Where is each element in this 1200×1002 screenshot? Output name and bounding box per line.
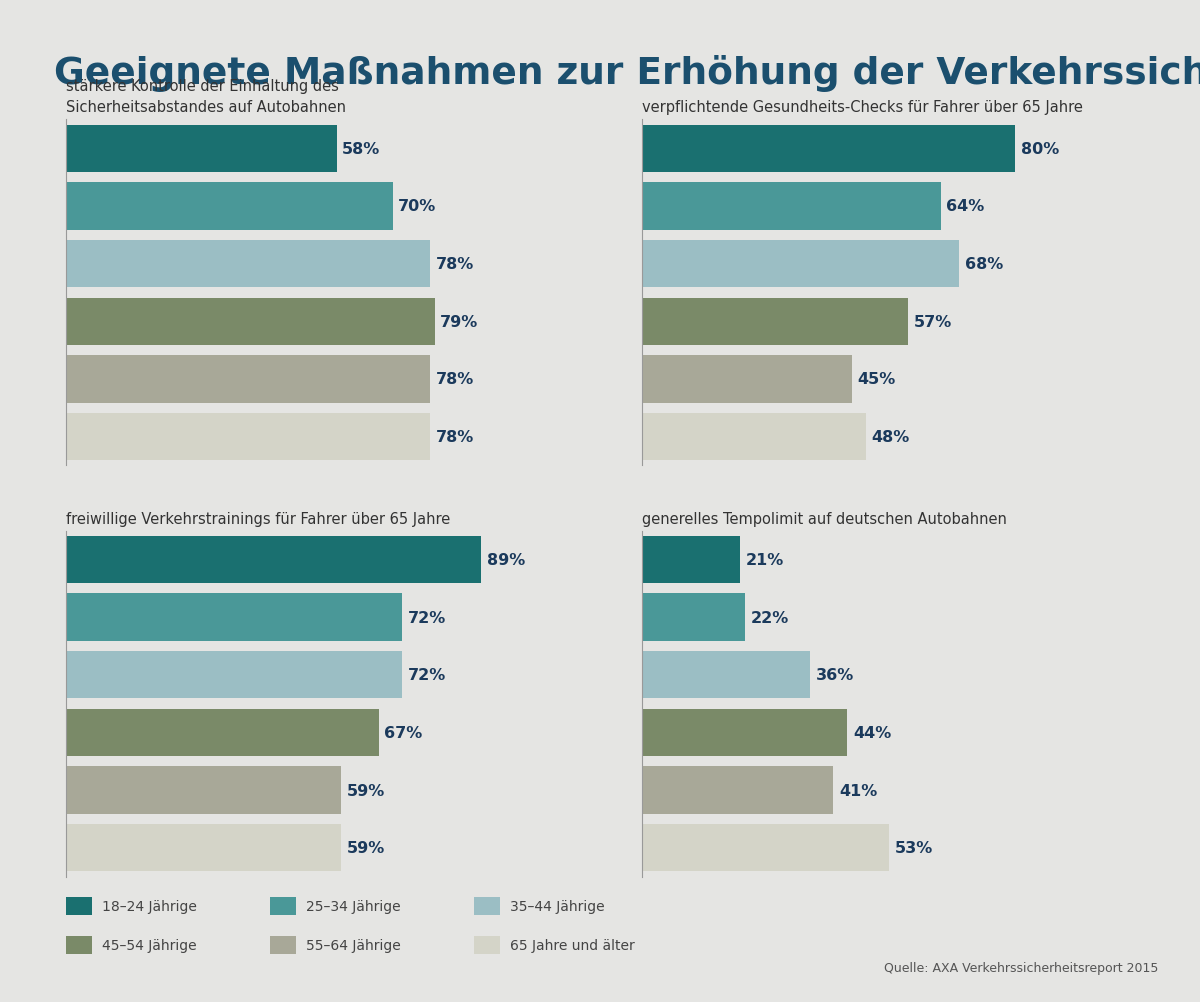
Bar xyxy=(66,767,341,814)
Text: 78%: 78% xyxy=(436,372,474,387)
Bar xyxy=(642,240,959,288)
Bar xyxy=(642,709,847,757)
Text: 45–54 Jährige: 45–54 Jährige xyxy=(102,938,197,952)
Bar xyxy=(66,825,341,872)
Text: 78%: 78% xyxy=(436,257,474,272)
Bar xyxy=(642,414,866,461)
Text: 57%: 57% xyxy=(913,315,952,330)
Text: 59%: 59% xyxy=(347,783,385,798)
Text: 35–44 Jährige: 35–44 Jährige xyxy=(510,899,605,913)
Text: 65 Jahre und älter: 65 Jahre und älter xyxy=(510,938,635,952)
Text: 55–64 Jährige: 55–64 Jährige xyxy=(306,938,401,952)
Text: stärkere Kontrolle der Einhaltung des
Sicherheitsabstandes auf Autobahnen: stärkere Kontrolle der Einhaltung des Si… xyxy=(66,79,346,115)
Bar xyxy=(66,414,430,461)
Text: Quelle: AXA Verkehrssicherheitsreport 2015: Quelle: AXA Verkehrssicherheitsreport 20… xyxy=(883,961,1158,974)
Text: 89%: 89% xyxy=(487,552,526,567)
Bar xyxy=(642,594,745,641)
Bar xyxy=(66,240,430,288)
Text: 22%: 22% xyxy=(750,610,788,625)
Text: 48%: 48% xyxy=(871,430,910,445)
Bar xyxy=(642,183,941,230)
Text: verpflichtende Gesundheits-Checks für Fahrer über 65 Jahre: verpflichtende Gesundheits-Checks für Fa… xyxy=(642,100,1082,115)
Bar xyxy=(66,356,430,403)
Text: 18–24 Jährige: 18–24 Jährige xyxy=(102,899,197,913)
Text: 68%: 68% xyxy=(965,257,1003,272)
Text: 53%: 53% xyxy=(895,841,934,856)
Text: 80%: 80% xyxy=(1021,141,1060,156)
Text: 72%: 72% xyxy=(408,667,446,682)
Text: 45%: 45% xyxy=(858,372,896,387)
Bar xyxy=(642,356,852,403)
Text: 58%: 58% xyxy=(342,141,380,156)
Bar xyxy=(66,709,379,757)
Text: 44%: 44% xyxy=(853,725,892,740)
Bar xyxy=(642,299,908,346)
Bar xyxy=(66,536,481,583)
Bar xyxy=(66,299,434,346)
Text: 70%: 70% xyxy=(398,199,437,214)
Text: 21%: 21% xyxy=(745,552,784,567)
Bar xyxy=(66,183,392,230)
Bar xyxy=(642,825,889,872)
Bar xyxy=(66,125,337,172)
Text: 72%: 72% xyxy=(408,610,446,625)
Text: 41%: 41% xyxy=(839,783,877,798)
Text: 25–34 Jährige: 25–34 Jährige xyxy=(306,899,401,913)
Text: 59%: 59% xyxy=(347,841,385,856)
Text: Geeignete Maßnahmen zur Erhöhung der Verkehrssicherheit: Geeignete Maßnahmen zur Erhöhung der Ver… xyxy=(54,55,1200,92)
Text: freiwillige Verkehrstrainings für Fahrer über 65 Jahre: freiwillige Verkehrstrainings für Fahrer… xyxy=(66,511,450,526)
Text: generelles Tempolimit auf deutschen Autobahnen: generelles Tempolimit auf deutschen Auto… xyxy=(642,511,1007,526)
Bar xyxy=(66,594,402,641)
Text: 64%: 64% xyxy=(947,199,984,214)
Bar xyxy=(642,536,740,583)
Text: 36%: 36% xyxy=(816,667,854,682)
Text: 67%: 67% xyxy=(384,725,422,740)
Bar xyxy=(642,767,833,814)
Bar xyxy=(66,651,402,698)
Text: 78%: 78% xyxy=(436,430,474,445)
Bar xyxy=(642,651,810,698)
Bar xyxy=(642,125,1015,172)
Text: 79%: 79% xyxy=(440,315,479,330)
